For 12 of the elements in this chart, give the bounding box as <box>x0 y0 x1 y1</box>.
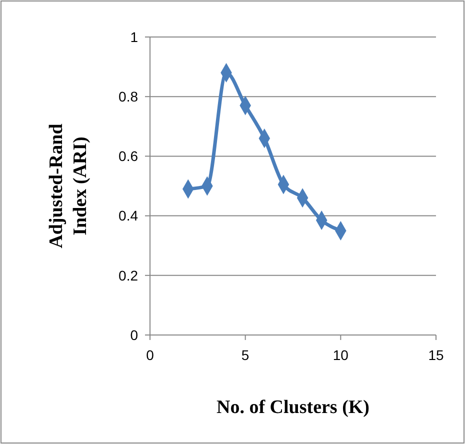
y-tick-label: 0.8 <box>118 88 138 104</box>
x-axis-title: No. of Clusters (K) <box>216 397 370 418</box>
x-tick-label: 5 <box>241 347 250 363</box>
y-tick-label: 0.2 <box>118 267 138 284</box>
y-axis-title: Adjusted-Rand Index (ARI) <box>46 123 91 248</box>
y-tick-label: 1 <box>130 28 138 45</box>
y-tick-label: 0.4 <box>118 208 138 224</box>
y-tick-label: 0 <box>130 326 138 343</box>
x-tick-label: 10 <box>332 347 349 363</box>
y-tick-label: 0.6 <box>118 148 138 164</box>
x-tick-label: 0 <box>146 347 154 363</box>
x-tick-label: 15 <box>428 347 444 363</box>
